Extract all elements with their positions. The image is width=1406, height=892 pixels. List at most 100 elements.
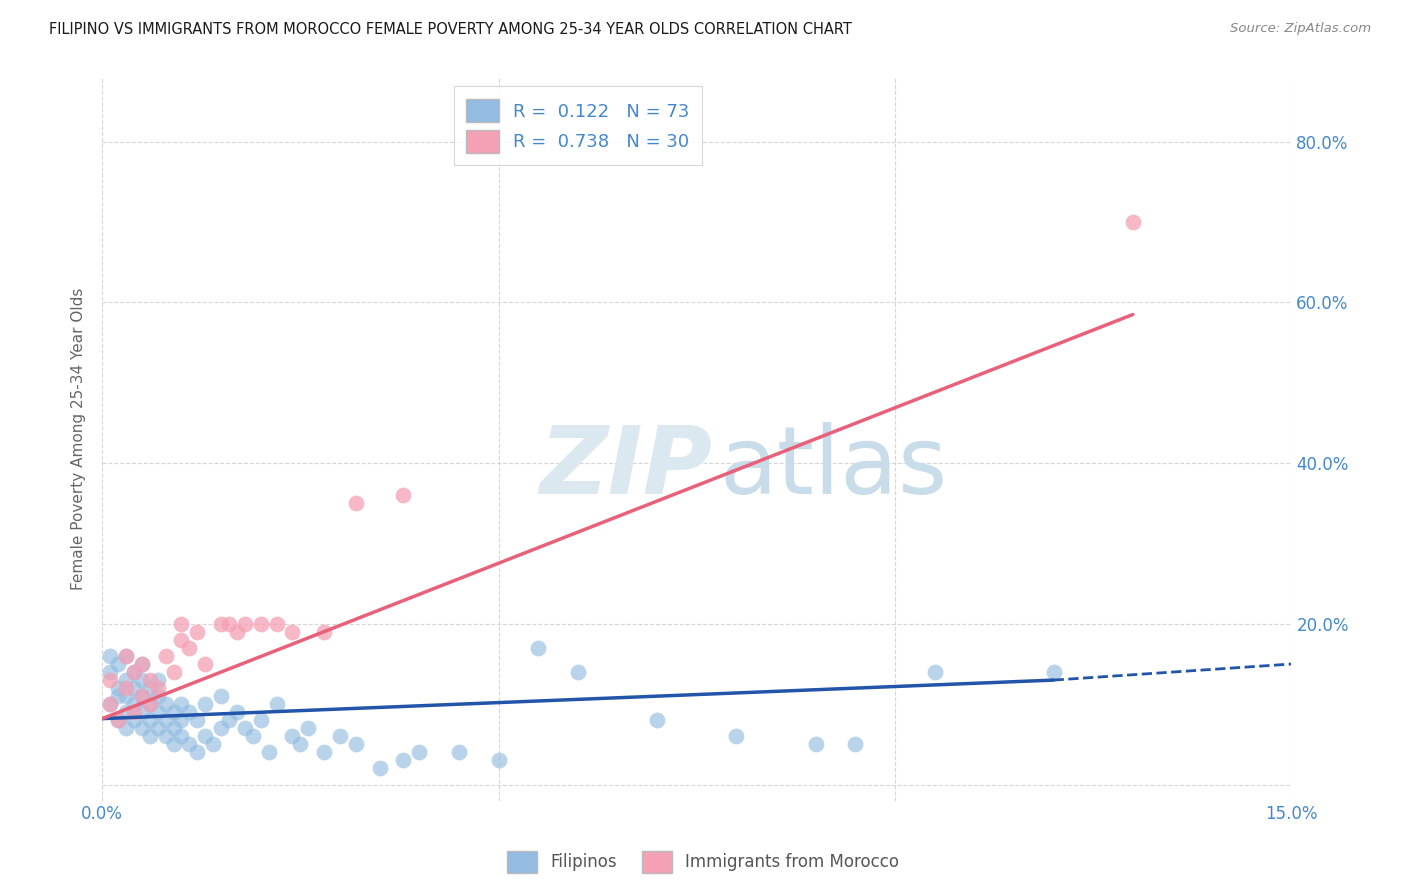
Point (170, 632, 193, 647)
Point (488, 754, 510, 768)
Point (115, 673, 138, 687)
Point (314, 624, 336, 639)
Point (107, 657, 129, 671)
Point (226, 624, 249, 639)
Point (122, 713, 145, 727)
Point (139, 713, 162, 727)
Point (122, 665, 145, 679)
Y-axis label: Female Poverty Among 25-34 Year Olds: Female Poverty Among 25-34 Year Olds (72, 288, 86, 591)
Point (162, 737, 184, 751)
Point (194, 697, 217, 711)
Point (242, 729, 264, 743)
Point (266, 697, 288, 711)
Point (131, 657, 153, 671)
Point (131, 705, 153, 719)
Point (170, 713, 193, 727)
Point (314, 746, 336, 760)
Point (194, 729, 217, 743)
Point (170, 616, 193, 631)
Point (209, 616, 232, 631)
Point (122, 681, 145, 695)
Point (98, 648, 121, 663)
Point (162, 721, 184, 735)
Point (131, 689, 153, 703)
Point (131, 657, 153, 671)
Point (297, 721, 319, 735)
Point (122, 705, 145, 719)
Point (447, 746, 470, 760)
Point (844, 737, 866, 751)
Point (155, 713, 177, 727)
Point (122, 665, 145, 679)
Point (1042, 665, 1064, 679)
Point (392, 754, 415, 768)
Point (567, 665, 589, 679)
Point (266, 616, 288, 631)
Point (179, 737, 201, 751)
Point (924, 665, 946, 679)
Point (344, 496, 367, 510)
Point (146, 673, 169, 687)
Point (209, 721, 232, 735)
Point (281, 729, 304, 743)
Point (408, 746, 430, 760)
Point (186, 713, 208, 727)
Point (107, 713, 129, 727)
Point (98, 665, 121, 679)
Point (155, 729, 177, 743)
Point (329, 729, 352, 743)
Point (804, 737, 827, 751)
Point (131, 673, 153, 687)
Point (368, 762, 391, 776)
Point (107, 681, 129, 695)
Point (146, 681, 169, 695)
Point (139, 673, 162, 687)
Point (257, 746, 280, 760)
Point (645, 713, 668, 727)
Point (122, 697, 145, 711)
Point (162, 665, 184, 679)
Point (139, 697, 162, 711)
Point (139, 681, 162, 695)
Point (139, 697, 162, 711)
Text: ZIP: ZIP (538, 422, 711, 514)
Point (107, 713, 129, 727)
Point (115, 648, 138, 663)
Point (179, 640, 201, 655)
Point (98, 697, 121, 711)
Point (233, 721, 256, 735)
Text: atlas: atlas (720, 422, 948, 514)
Point (290, 737, 312, 751)
Point (186, 746, 208, 760)
Point (115, 689, 138, 703)
Point (233, 616, 256, 631)
Point (98, 697, 121, 711)
Point (209, 689, 232, 703)
Point (249, 616, 271, 631)
Point (115, 721, 138, 735)
Point (725, 729, 748, 743)
Point (218, 713, 240, 727)
Point (131, 689, 153, 703)
Point (115, 705, 138, 719)
Point (527, 640, 550, 655)
Point (115, 681, 138, 695)
Point (194, 657, 217, 671)
Point (170, 697, 193, 711)
Point (344, 737, 367, 751)
Legend: Filipinos, Immigrants from Morocco: Filipinos, Immigrants from Morocco (501, 845, 905, 880)
Point (218, 616, 240, 631)
Point (155, 648, 177, 663)
Text: FILIPINO VS IMMIGRANTS FROM MOROCCO FEMALE POVERTY AMONG 25-34 YEAR OLDS CORRELA: FILIPINO VS IMMIGRANTS FROM MOROCCO FEMA… (49, 22, 852, 37)
Point (131, 721, 153, 735)
Text: Source: ZipAtlas.com: Source: ZipAtlas.com (1230, 22, 1371, 36)
Point (146, 689, 169, 703)
Point (281, 624, 304, 639)
Point (155, 697, 177, 711)
Point (107, 689, 129, 703)
Point (139, 729, 162, 743)
Point (226, 705, 249, 719)
Point (162, 705, 184, 719)
Point (170, 729, 193, 743)
Point (392, 488, 415, 502)
